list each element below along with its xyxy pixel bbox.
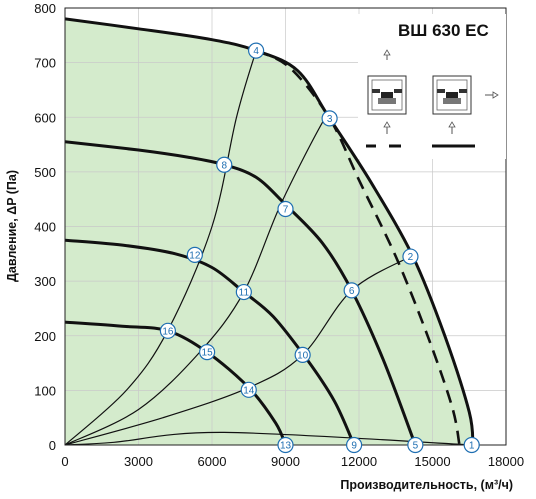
marker-circle: [240, 381, 257, 398]
model-title: ВШ 630 ЕС: [398, 21, 489, 40]
marker-label: 11: [239, 288, 250, 299]
y-tick-label: 800: [34, 1, 56, 16]
operating-point-marker: 10: [294, 346, 311, 363]
marker-circle: [343, 282, 360, 299]
operating-point-marker: 13: [277, 436, 294, 454]
marker-label: 1: [469, 441, 475, 452]
schematic-left-icon: [366, 49, 407, 148]
operating-point-marker: 5: [407, 436, 424, 454]
marker-label: 14: [243, 385, 255, 396]
tick-labels-layer: 0 3000 6000 9000 12000 15000 18000 0 100 200 300 40…: [34, 1, 524, 469]
fan-curve-dashed: [255, 49, 461, 445]
marker-label: 3: [327, 114, 333, 125]
marker-label: 15: [202, 348, 214, 359]
y-tick-label: 600: [34, 110, 56, 125]
system-curve: [65, 50, 257, 445]
marker-label: 16: [162, 326, 174, 337]
y-tick-label: 200: [34, 329, 56, 344]
y-tick-label: 100: [34, 383, 56, 398]
x-tick-label: 6000: [198, 454, 227, 469]
schematic-right-icon: [432, 75, 499, 148]
marker-circle: [159, 322, 176, 339]
operating-point-marker: 15: [199, 344, 216, 361]
marker-label: 12: [189, 251, 201, 262]
operating-point-marker: 7: [277, 200, 294, 218]
y-tick-label: 300: [34, 274, 56, 289]
marker-circle: [321, 110, 338, 127]
operating-point-marker: 8: [216, 156, 233, 173]
fan-curve: [65, 140, 417, 445]
y-tick-label: 400: [34, 220, 56, 235]
x-tick-label: 9000: [271, 454, 300, 469]
marker-circle: [277, 200, 294, 218]
marker-circle: [235, 283, 252, 301]
operating-point-marker: 11: [235, 283, 252, 301]
operating-point-marker: 1: [463, 436, 480, 454]
operating-point-marker: 16: [159, 322, 176, 339]
marker-label: 9: [351, 441, 357, 452]
marker-circle: [199, 344, 216, 361]
marker-label: 6: [349, 286, 355, 297]
marker-circle: [407, 436, 424, 454]
y-tick-label: 500: [34, 165, 56, 180]
operating-point-marker: 3: [321, 110, 338, 127]
marker-circle: [463, 436, 480, 454]
y-tick-label: 700: [34, 56, 56, 71]
operating-point-marker: 9: [346, 436, 363, 454]
marker-circle: [294, 346, 311, 363]
marker-circle: [277, 436, 294, 454]
marker-label: 7: [283, 205, 289, 216]
x-axis-title: Производительность, (м³/ч): [340, 478, 513, 492]
marker-label: 13: [280, 441, 292, 452]
marker-circle: [186, 246, 203, 264]
marker-circle: [248, 42, 265, 59]
x-tick-label: 0: [61, 454, 68, 469]
marker-circle: [402, 248, 419, 265]
marker-label: 5: [413, 441, 419, 452]
marker-circle: [216, 156, 233, 173]
marker-circle: [346, 436, 363, 454]
x-tick-label: 12000: [341, 454, 377, 469]
y-tick-label: 0: [49, 438, 56, 453]
system-curve: [65, 431, 472, 445]
x-tick-label: 3000: [124, 454, 153, 469]
marker-label: 2: [408, 252, 414, 263]
y-axis-title: Давление, ΔP (Па): [5, 170, 19, 282]
x-tick-label: 18000: [488, 454, 524, 469]
operating-point-marker: 4: [248, 42, 265, 59]
operating-point-marker: 2: [402, 248, 419, 265]
marker-label: 10: [297, 350, 309, 361]
marker-label: 8: [221, 160, 227, 171]
x-tick-label: 15000: [414, 454, 450, 469]
operating-point-marker: 12: [186, 246, 203, 264]
grid-layer: [65, 8, 506, 445]
operating-point-marker: 6: [343, 282, 360, 299]
operating-point-marker: 14: [240, 381, 257, 398]
marker-label: 4: [253, 46, 259, 57]
